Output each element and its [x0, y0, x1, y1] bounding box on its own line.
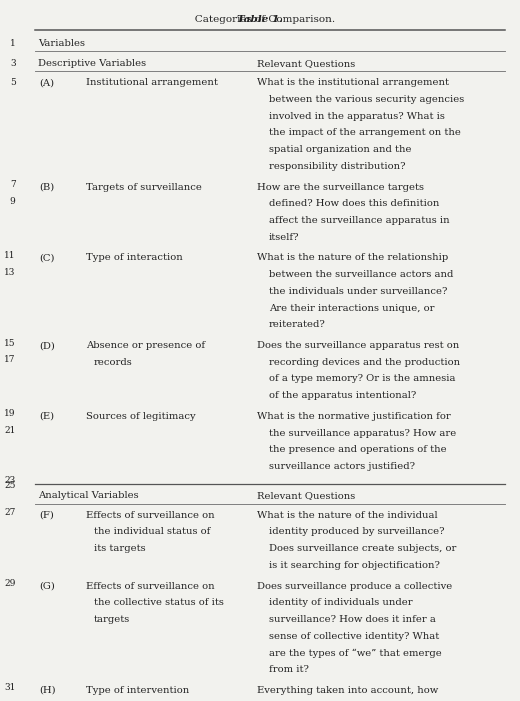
- Text: between the surveillance actors and: between the surveillance actors and: [269, 270, 453, 279]
- Text: Type of interaction: Type of interaction: [86, 254, 183, 262]
- Text: the collective status of its: the collective status of its: [94, 599, 224, 607]
- Text: 17: 17: [4, 355, 16, 365]
- Text: between the various security agencies: between the various security agencies: [269, 95, 464, 104]
- Text: (D): (D): [39, 341, 55, 350]
- Text: from it?: from it?: [269, 665, 309, 674]
- Text: What is the institutional arrangement: What is the institutional arrangement: [257, 79, 449, 88]
- Text: What is the nature of the relationship: What is the nature of the relationship: [257, 254, 449, 262]
- Text: 27: 27: [4, 508, 16, 517]
- Text: 29: 29: [4, 579, 16, 588]
- Text: of a type memory? Or is the amnesia: of a type memory? Or is the amnesia: [269, 374, 456, 383]
- Text: 21: 21: [4, 426, 16, 435]
- Text: Targets of surveillance: Targets of surveillance: [86, 182, 202, 191]
- Text: Effects of surveillance on: Effects of surveillance on: [86, 582, 214, 591]
- Text: 25: 25: [4, 481, 16, 490]
- Text: 7: 7: [10, 180, 16, 189]
- Text: Type of intervention: Type of intervention: [86, 686, 189, 695]
- Text: Categories of Comparison.: Categories of Comparison.: [185, 15, 335, 25]
- Text: targets: targets: [94, 615, 130, 624]
- Text: 13: 13: [4, 268, 16, 277]
- Text: 31: 31: [4, 683, 16, 693]
- Text: the presence and operations of the: the presence and operations of the: [269, 445, 447, 454]
- Text: records: records: [94, 358, 133, 367]
- Text: Everything taken into account, how: Everything taken into account, how: [257, 686, 439, 695]
- Text: its targets: its targets: [94, 544, 145, 553]
- Text: How are the surveillance targets: How are the surveillance targets: [257, 182, 424, 191]
- Text: Variables: Variables: [38, 39, 85, 48]
- Text: Analytical Variables: Analytical Variables: [38, 491, 139, 501]
- Text: Descriptive Variables: Descriptive Variables: [38, 59, 146, 68]
- Text: Relevant Questions: Relevant Questions: [257, 59, 356, 68]
- Text: involved in the apparatus? What is: involved in the apparatus? What is: [269, 111, 445, 121]
- Text: (B): (B): [39, 182, 54, 191]
- Text: 1: 1: [10, 39, 16, 48]
- Text: surveillance actors justified?: surveillance actors justified?: [269, 462, 415, 471]
- Text: Does surveillance produce a collective: Does surveillance produce a collective: [257, 582, 452, 591]
- Text: 11: 11: [4, 251, 16, 260]
- Text: (E): (E): [39, 412, 54, 421]
- Text: is it searching for objectification?: is it searching for objectification?: [269, 561, 440, 570]
- Text: What is the normative justification for: What is the normative justification for: [257, 412, 451, 421]
- Text: (H): (H): [39, 686, 56, 695]
- Text: identity produced by surveillance?: identity produced by surveillance?: [269, 527, 445, 536]
- Text: Table 1.: Table 1.: [237, 15, 283, 25]
- Text: defined? How does this definition: defined? How does this definition: [269, 199, 439, 208]
- Text: the impact of the arrangement on the: the impact of the arrangement on the: [269, 128, 461, 137]
- Text: identity of individuals under: identity of individuals under: [269, 599, 412, 607]
- Text: surveillance? How does it infer a: surveillance? How does it infer a: [269, 615, 436, 624]
- Text: responsibility distribution?: responsibility distribution?: [269, 162, 406, 171]
- Text: the individual status of: the individual status of: [94, 527, 210, 536]
- Text: Does the surveillance apparatus rest on: Does the surveillance apparatus rest on: [257, 341, 460, 350]
- Text: the surveillance apparatus? How are: the surveillance apparatus? How are: [269, 429, 456, 437]
- Text: of the apparatus intentional?: of the apparatus intentional?: [269, 391, 416, 400]
- Text: itself?: itself?: [269, 233, 300, 242]
- Text: 23: 23: [4, 476, 16, 485]
- Text: spatial organization and the: spatial organization and the: [269, 145, 411, 154]
- Text: 5: 5: [10, 79, 16, 88]
- Text: 15: 15: [4, 339, 16, 348]
- Text: recording devices and the production: recording devices and the production: [269, 358, 460, 367]
- Text: 9: 9: [10, 197, 16, 206]
- Text: affect the surveillance apparatus in: affect the surveillance apparatus in: [269, 216, 449, 225]
- Text: the individuals under surveillance?: the individuals under surveillance?: [269, 287, 447, 296]
- Text: reiterated?: reiterated?: [269, 320, 326, 329]
- Text: Sources of legitimacy: Sources of legitimacy: [86, 412, 196, 421]
- Text: What is the nature of the individual: What is the nature of the individual: [257, 511, 438, 519]
- Text: 19: 19: [4, 409, 16, 418]
- Text: Absence or presence of: Absence or presence of: [86, 341, 205, 350]
- Text: sense of collective identity? What: sense of collective identity? What: [269, 632, 439, 641]
- Text: (C): (C): [39, 254, 55, 262]
- Text: Are their interactions unique, or: Are their interactions unique, or: [269, 304, 434, 313]
- Text: (G): (G): [39, 582, 55, 591]
- Text: Effects of surveillance on: Effects of surveillance on: [86, 511, 214, 519]
- Text: are the types of “we” that emerge: are the types of “we” that emerge: [269, 648, 441, 658]
- Text: Does surveillance create subjects, or: Does surveillance create subjects, or: [269, 544, 456, 553]
- Text: (F): (F): [39, 511, 54, 519]
- Text: Relevant Questions: Relevant Questions: [257, 491, 356, 501]
- Text: 3: 3: [10, 59, 16, 68]
- Text: (A): (A): [39, 79, 54, 88]
- Text: Institutional arrangement: Institutional arrangement: [86, 79, 218, 88]
